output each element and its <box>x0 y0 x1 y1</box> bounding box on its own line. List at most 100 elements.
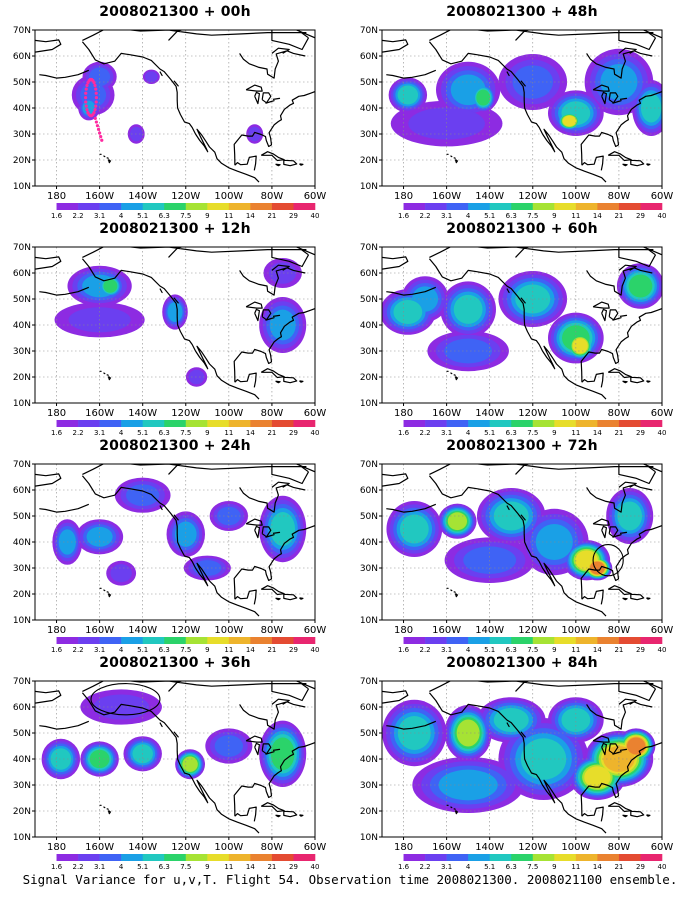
colorbar-swatch <box>185 420 208 427</box>
lon-tick-label: 180 <box>47 191 66 202</box>
lon-tick-label: 180 <box>47 842 66 853</box>
observation-point <box>85 83 89 88</box>
variance-contour-k4 <box>438 769 498 801</box>
observation-point <box>84 104 88 108</box>
colorbar-label: 5.1 <box>484 646 495 654</box>
colorbar-label: 40 <box>658 863 667 871</box>
colorbar-swatch <box>554 203 577 210</box>
colorbar-label: 4 <box>466 863 471 871</box>
colorbar-label: 14 <box>593 863 602 871</box>
lon-tick-label: 140W <box>128 625 157 636</box>
colorbar-label: 9 <box>205 646 209 654</box>
colorbar-swatch <box>78 854 100 861</box>
colorbar-label: 11 <box>571 429 580 437</box>
lat-tick-label: 30N <box>13 564 31 574</box>
colorbar-swatch <box>532 420 555 427</box>
observation-point <box>98 131 102 135</box>
colorbar-label: 4 <box>466 429 471 437</box>
lon-tick-label: 100W <box>561 625 590 636</box>
colorbar-label: 4 <box>119 863 124 871</box>
colorbar-label: 4 <box>466 212 471 220</box>
map-panel-12h: 2008021300 + 12h 10N 20N 30N 40N 50N 60N 70N 18… <box>5 221 345 437</box>
lon-tick-label: 120W <box>518 625 547 636</box>
colorbar-swatch <box>640 854 663 861</box>
lat-tick-label: 20N <box>360 156 378 166</box>
lat-tick-label: 40N <box>360 104 378 114</box>
lon-tick-label: 80W <box>608 625 631 636</box>
colorbar-label: 9 <box>205 863 209 871</box>
observation-point <box>94 96 98 100</box>
colorbar-label: 40 <box>311 863 320 871</box>
colorbar-label: 3.1 <box>441 863 452 871</box>
colorbar-label: 9 <box>552 429 556 437</box>
colorbar-label: 2.2 <box>420 429 431 437</box>
colorbar-swatch <box>618 420 641 427</box>
lon-tick-label: 80W <box>608 191 631 202</box>
colorbar-swatch <box>489 637 512 644</box>
colorbar-swatch <box>250 854 273 861</box>
lon-tick-label: 60W <box>651 625 674 636</box>
colorbar-label: 40 <box>311 646 320 654</box>
lat-tick-label: 10N <box>360 833 378 843</box>
colorbar-label: 29 <box>636 212 645 220</box>
colorbar-label: 29 <box>289 212 298 220</box>
colorbar-swatch <box>271 854 294 861</box>
colorbar-swatch <box>425 854 447 861</box>
colorbar-label: 7.5 <box>527 646 538 654</box>
colorbar-label: 5.1 <box>137 863 148 871</box>
colorbar-swatch <box>207 203 230 210</box>
observation-point <box>100 138 104 142</box>
lat-tick-label: 20N <box>360 373 378 383</box>
lat-tick-label: 70N <box>360 677 378 687</box>
variance-contour-k2 <box>110 564 132 583</box>
lat-tick-label: 60N <box>360 52 378 62</box>
colorbar-label: 5.1 <box>137 212 148 220</box>
colorbar-swatch <box>554 854 577 861</box>
variance-map: 10N 20N 30N 40N 50N 60N 70N 180 160W 140W 120W 100W… <box>13 677 327 871</box>
coastline <box>382 681 662 834</box>
variance-contour-k5 <box>397 85 419 105</box>
colorbar-swatch <box>250 420 273 427</box>
observation-point <box>84 100 88 104</box>
variance-contour-k4 <box>269 309 296 341</box>
colorbar-swatch <box>121 420 143 427</box>
variance-contour-k8 <box>562 115 577 127</box>
colorbar-label: 2.2 <box>73 646 84 654</box>
lat-tick-label: 20N <box>360 590 378 600</box>
colorbar-swatch <box>78 203 100 210</box>
observation-point <box>99 135 103 139</box>
observation-point <box>94 91 98 95</box>
colorbar-label: 7.5 <box>527 429 538 437</box>
variance-map: 10N 20N 30N 40N 50N 60N 70N 180 160W 140W 120W 100W… <box>360 677 674 871</box>
colorbar-swatch <box>56 203 79 210</box>
shaded-field <box>71 61 264 144</box>
lat-tick-label: 50N <box>360 729 378 739</box>
colorbar-swatch <box>185 637 208 644</box>
colorbar-label: 1.6 <box>398 212 410 220</box>
colorbar-label: 2.2 <box>73 212 84 220</box>
colorbar-label: 21 <box>267 429 276 437</box>
colorbar-label: 3.1 <box>94 429 105 437</box>
shaded-field <box>54 258 307 387</box>
colorbar-swatch <box>618 203 641 210</box>
lon-tick-label: 120W <box>518 408 547 419</box>
observation-point <box>85 108 89 112</box>
observation-point <box>94 87 98 91</box>
map-panel-48h: 2008021300 + 48h 10N 20N 30N 40N 50N 60N 70N 18… <box>352 4 692 220</box>
colorbar-label: 14 <box>246 212 255 220</box>
colorbar-swatch <box>56 420 79 427</box>
colorbar-swatch <box>403 637 426 644</box>
lon-tick-label: 120W <box>518 842 547 853</box>
colorbar-label: 9 <box>205 429 209 437</box>
coastline <box>35 247 315 400</box>
lat-tick-label: 30N <box>360 781 378 791</box>
colorbar-label: 9 <box>552 863 556 871</box>
figure-caption: Signal Variance for u,v,T. Flight 54. Ob… <box>22 872 678 887</box>
colorbar-label: 3.1 <box>94 212 105 220</box>
lat-tick-label: 20N <box>13 373 31 383</box>
colorbar-label: 29 <box>289 863 298 871</box>
lon-tick-label: 180 <box>394 191 413 202</box>
colorbar-label: 6.3 <box>159 646 170 654</box>
colorbar-swatch <box>271 203 294 210</box>
lat-tick-label: 60N <box>13 52 31 62</box>
